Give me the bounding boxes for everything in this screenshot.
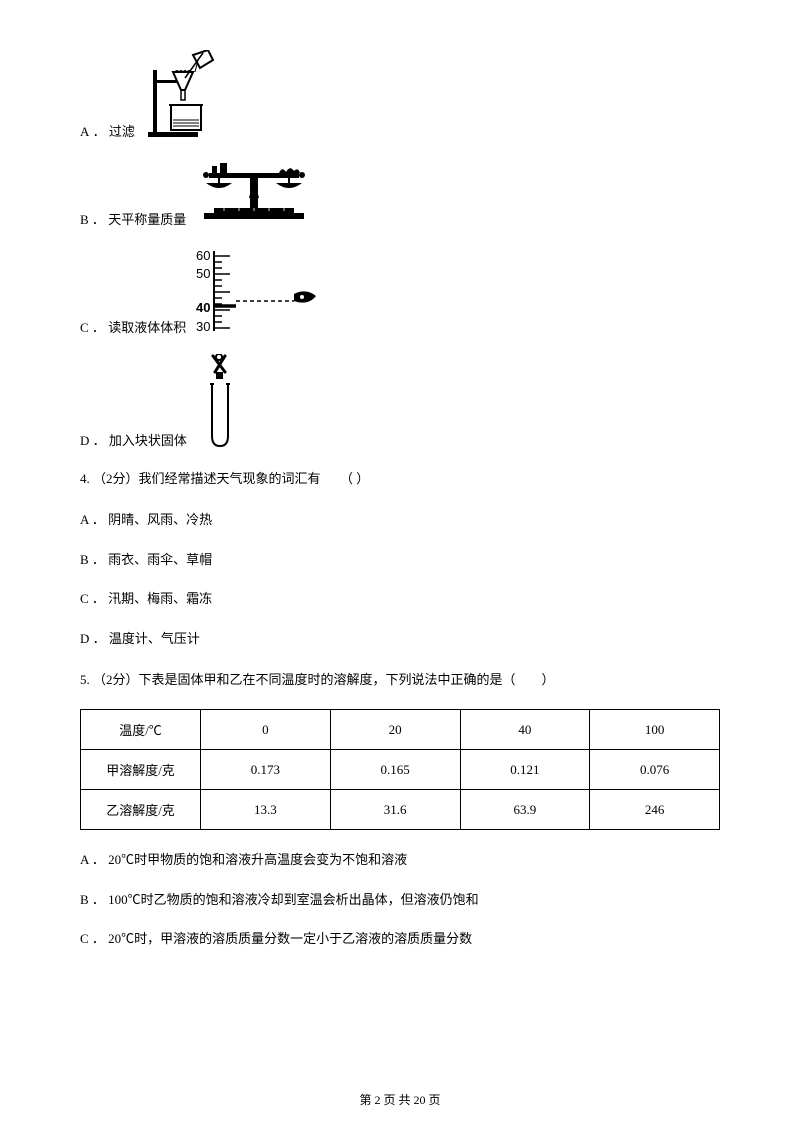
option-c-label: C ． 读取液体体积 <box>80 317 186 336</box>
balance-diagram <box>194 158 314 228</box>
q5-text: 下表是固体甲和乙在不同温度时的溶解度，下列说法中正确的是（ ） <box>139 672 555 687</box>
q4-opt-c: C ． 汛期、梅雨、霜冻 <box>80 587 720 610</box>
r0c0: 甲溶解度/克 <box>81 750 201 790</box>
th-1: 0 <box>201 710 331 750</box>
r0c1: 0.173 <box>201 750 331 790</box>
q4-opt-a: A ． 阴晴、风雨、冷热 <box>80 508 720 531</box>
option-b-text: 天平称量质量 <box>108 212 186 227</box>
option-a-row: A ． 过滤 <box>80 50 720 140</box>
tube-diagram <box>195 354 245 449</box>
th-3: 40 <box>460 710 590 750</box>
option-b-label: B ． 天平称量质量 <box>80 209 186 228</box>
q5-num: 5. <box>80 672 90 687</box>
option-b-row: B ． 天平称量质量 <box>80 158 720 228</box>
table-header-row: 温度/℃ 0 20 40 100 <box>81 710 720 750</box>
option-a-label: A ． 过滤 <box>80 121 135 140</box>
th-2: 20 <box>330 710 460 750</box>
table-row: 甲溶解度/克 0.173 0.165 0.121 0.076 <box>81 750 720 790</box>
r1c0: 乙溶解度/克 <box>81 790 201 830</box>
cyl-60: 60 <box>196 248 210 263</box>
option-d-letter: D <box>80 433 89 448</box>
filter-diagram <box>143 50 223 140</box>
solubility-table: 温度/℃ 0 20 40 100 甲溶解度/克 0.173 0.165 0.12… <box>80 709 720 830</box>
r1c3: 63.9 <box>460 790 590 830</box>
cyl-50: 50 <box>196 266 210 281</box>
r1c2: 31.6 <box>330 790 460 830</box>
q5-pts: （2分） <box>93 672 139 687</box>
cylinder-diagram: 60 50 40 30 <box>194 246 324 336</box>
option-b-letter: B <box>80 212 89 227</box>
option-c-letter: C <box>80 320 89 335</box>
table-row: 乙溶解度/克 13.3 31.6 63.9 246 <box>81 790 720 830</box>
r0c3: 0.121 <box>460 750 590 790</box>
cyl-40: 40 <box>196 300 210 315</box>
q5-stem: 5. （2分）下表是固体甲和乙在不同温度时的溶解度，下列说法中正确的是（ ） <box>80 668 720 691</box>
r0c4: 0.076 <box>590 750 720 790</box>
th-0: 温度/℃ <box>81 710 201 750</box>
q5-opt-b: B ． 100℃时乙物质的饱和溶液冷却到室温会析出晶体，但溶液仍饱和 <box>80 888 720 911</box>
option-a-text: 过滤 <box>109 124 135 139</box>
option-a-letter: A <box>80 124 89 139</box>
r1c4: 246 <box>590 790 720 830</box>
q5-opt-a: A ． 20℃时甲物质的饱和溶液升高温度会变为不饱和溶液 <box>80 848 720 871</box>
option-c-row: C ． 读取液体体积 <box>80 246 720 336</box>
option-d-row: D ． 加入块状固体 <box>80 354 720 449</box>
th-4: 100 <box>590 710 720 750</box>
option-d-text: 加入块状固体 <box>109 433 187 448</box>
q5-opt-c: C ． 20℃时，甲溶液的溶质质量分数一定小于乙溶液的溶质质量分数 <box>80 927 720 950</box>
q4-opt-b: B ． 雨衣、雨伞、草帽 <box>80 548 720 571</box>
q4-text: 我们经常描述天气现象的词汇有 （ ） <box>139 471 370 486</box>
option-d-label: D ． 加入块状固体 <box>80 430 187 449</box>
q4-num: 4. <box>80 471 90 486</box>
q4-opt-d: D ． 温度计、气压计 <box>80 627 720 650</box>
option-c-text: 读取液体体积 <box>108 320 186 335</box>
r1c1: 13.3 <box>201 790 331 830</box>
q4-pts: （2分） <box>93 471 139 486</box>
q4-stem: 4. （2分）我们经常描述天气现象的词汇有 （ ） <box>80 467 720 490</box>
cyl-30: 30 <box>196 319 210 334</box>
r0c2: 0.165 <box>330 750 460 790</box>
page-footer: 第 2 页 共 20 页 <box>0 1091 800 1108</box>
